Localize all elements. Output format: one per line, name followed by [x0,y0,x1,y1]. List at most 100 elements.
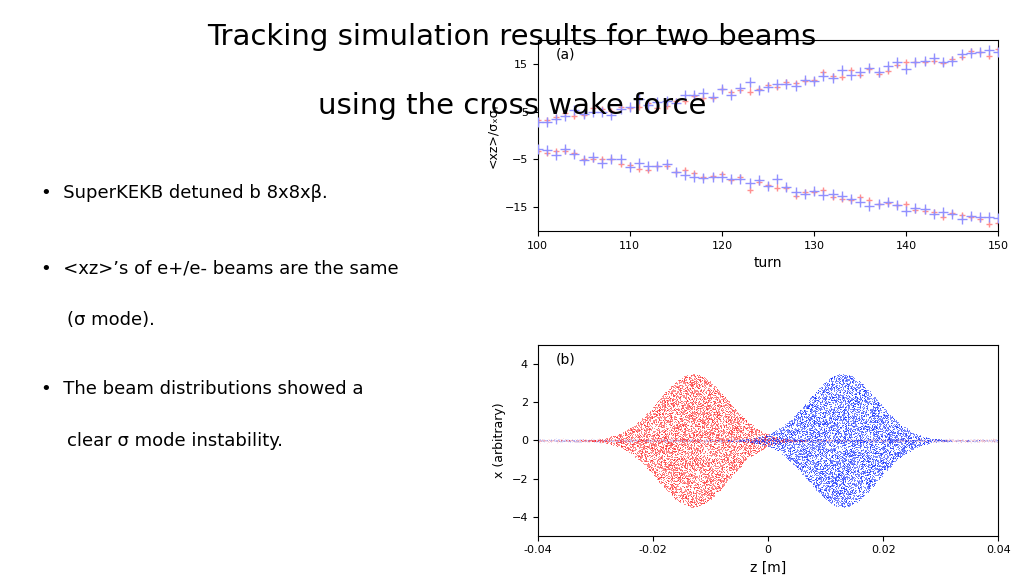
Point [657,468,674,477]
Point [859,415,876,425]
Point [851,454,867,464]
Point [853,427,869,437]
Point [810,426,826,435]
Point [803,437,819,446]
Point [734,418,751,427]
Point [560,435,577,445]
Point [638,438,654,447]
Point [864,411,881,420]
Point [840,419,856,429]
Point [850,478,866,487]
Point [828,412,845,421]
Point [633,445,649,454]
Point [852,430,868,439]
Point [790,426,806,435]
Point [864,400,881,409]
Point [701,442,718,452]
Point [644,460,660,469]
Point [683,380,699,389]
Point [596,436,612,445]
Point [908,435,925,444]
Point [663,410,679,419]
Point [682,482,698,491]
Point [685,437,701,446]
Point [662,444,678,453]
Point [876,435,892,445]
Point [724,406,740,415]
Point [616,435,633,445]
Point [873,435,890,445]
Point [817,392,834,401]
Point [664,452,680,461]
Point [722,401,738,411]
Point [716,450,732,459]
Point [855,396,871,405]
Point [700,414,717,423]
Point [799,436,815,445]
Point [680,393,696,402]
Point [780,434,797,444]
Point [756,434,772,444]
Point [654,391,671,400]
Point [799,471,815,480]
Point [719,433,735,442]
Point [871,414,888,423]
Point [702,486,719,495]
Point [801,451,817,460]
Point [770,441,786,450]
Point [626,427,642,436]
Point [740,442,757,451]
Point [605,435,622,444]
Point [937,435,953,444]
Point [639,441,655,450]
Point [768,437,784,446]
Point [897,432,913,441]
Point [631,426,647,435]
Point [652,472,669,482]
Point [770,435,786,445]
Point [724,431,740,440]
Point [880,417,896,426]
Point [802,393,818,403]
Point [842,396,858,405]
Point [697,480,714,490]
Point [633,449,649,458]
Point [858,434,874,444]
Point [806,418,822,427]
Point [695,415,712,425]
Point [795,459,811,468]
Point [710,462,726,471]
Point [841,488,857,498]
Point [800,434,816,444]
Point [723,414,739,423]
Point [683,502,699,511]
Point [709,435,725,444]
Point [607,437,624,446]
Point [740,446,757,456]
Point [804,422,820,431]
Point [784,433,801,442]
Point [853,473,869,483]
Point [841,435,857,444]
Point [680,475,696,484]
Point [702,480,719,490]
Point [927,437,943,446]
Point [568,436,585,445]
Point [651,437,668,446]
Point [681,442,697,452]
Point [841,388,857,397]
Point [695,428,712,437]
Point [801,439,817,449]
Point [617,445,634,454]
Point [530,435,547,445]
Point [811,429,827,438]
Point [800,431,816,440]
Point [666,458,682,468]
Point [828,429,845,438]
Point [713,435,729,444]
Point [688,497,705,506]
Point [701,436,718,445]
Point [662,460,678,469]
Point [872,450,889,459]
Point [766,443,782,452]
